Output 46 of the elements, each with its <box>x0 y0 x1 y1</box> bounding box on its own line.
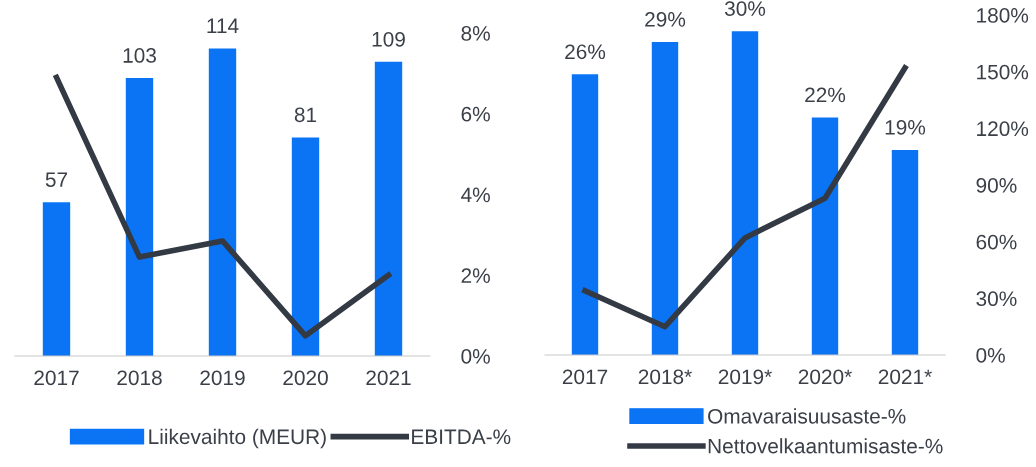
data-label: 114 <box>207 18 239 33</box>
y2-tick-label: 2% <box>461 268 490 283</box>
x-tick-label: 2021* <box>878 369 932 385</box>
legend-label: Omavaraisuusaste-% <box>708 408 906 424</box>
x-tick-label: 2019* <box>718 369 772 385</box>
bar <box>731 31 759 355</box>
x-tick-label: 2017 <box>34 370 79 386</box>
y2-tick-label: 180% <box>977 8 1029 23</box>
data-label: 109 <box>372 31 405 47</box>
x-tick-label: 2020 <box>283 370 328 386</box>
y2-tick-label: 4% <box>461 187 490 203</box>
y2-tick-label: 0% <box>976 348 1005 363</box>
bar <box>811 117 839 355</box>
x-tick-label: 2019 <box>200 370 245 386</box>
x-tick-label: 2020* <box>798 369 852 385</box>
x-tick-label: 2018* <box>638 369 692 385</box>
bar <box>651 41 679 355</box>
data-label: 19% <box>885 119 926 135</box>
bar <box>208 48 237 356</box>
data-label: 22% <box>805 87 846 103</box>
data-label: 29% <box>645 12 686 27</box>
y2-tick-label: 8% <box>461 26 490 41</box>
x-tick-label: 2018 <box>117 370 162 386</box>
data-label: 57 <box>45 172 68 187</box>
y2-tick-label: 150% <box>977 64 1029 80</box>
bar <box>291 137 320 356</box>
bar <box>891 149 919 355</box>
y2-tick-label: 6% <box>461 106 490 122</box>
legend-label: EBITDA-% <box>412 429 511 445</box>
data-label: 30% <box>724 1 766 16</box>
y2-tick-label: 0% <box>461 349 490 364</box>
bar <box>125 78 154 356</box>
legend-label: Nettovelkaantumisaste-% <box>708 438 943 454</box>
legend-label: Liikevaihto (MEUR) <box>149 428 326 449</box>
x-tick-label: 2017 <box>562 369 608 385</box>
data-label: 103 <box>123 48 156 63</box>
y2-tick-label: 60% <box>976 234 1017 250</box>
y2-tick-label: 30% <box>976 291 1017 307</box>
x-tick-label: 2021 <box>366 370 411 386</box>
y2-tick-label: 120% <box>977 121 1029 137</box>
data-label: 26% <box>565 44 606 60</box>
bar <box>42 202 71 356</box>
bar <box>374 61 403 356</box>
data-label: 81 <box>294 107 317 123</box>
y2-tick-label: 90% <box>976 178 1017 193</box>
bar <box>571 74 599 355</box>
